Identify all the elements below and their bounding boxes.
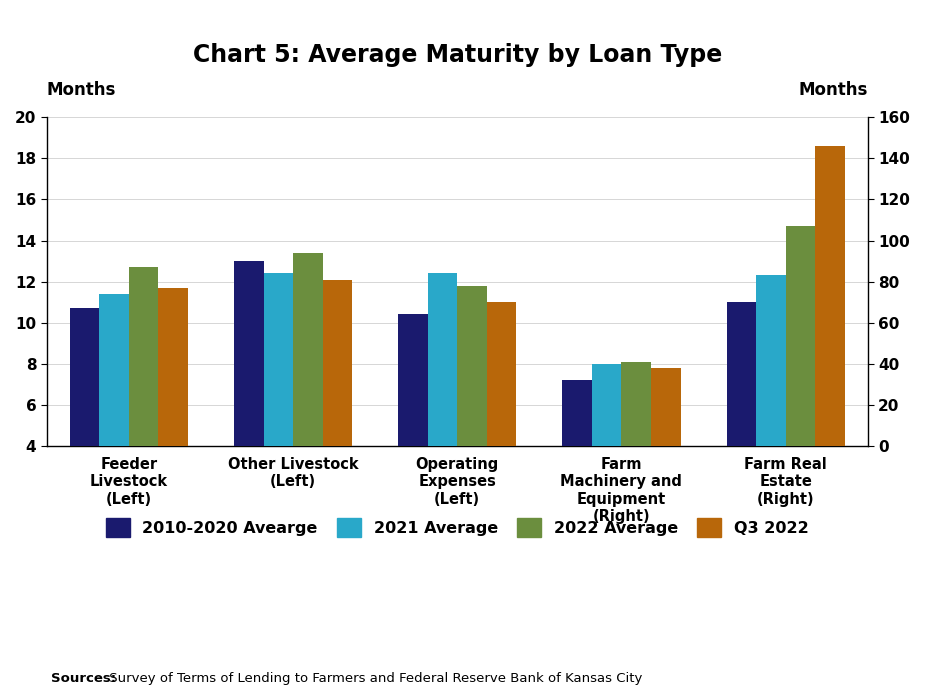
Bar (785, 226, 815, 528)
Bar (756, 275, 785, 528)
Bar (99, 294, 129, 528)
Bar (129, 267, 158, 528)
Text: Survey of Terms of Lending to Farmers and Federal Reserve Bank of Kansas City: Survey of Terms of Lending to Farmers an… (105, 672, 642, 685)
Bar (622, 362, 651, 528)
Bar (69, 308, 99, 528)
Legend: 2010-2020 Avearge, 2021 Average, 2022 Average, Q3 2022: 2010-2020 Avearge, 2021 Average, 2022 Av… (99, 512, 815, 543)
Bar (726, 302, 756, 528)
Bar (457, 286, 487, 528)
Bar (398, 315, 427, 528)
Bar (427, 273, 457, 528)
Text: Months: Months (798, 81, 868, 99)
Bar (562, 380, 592, 528)
Bar (592, 364, 622, 528)
Bar (264, 273, 293, 528)
Bar (651, 368, 681, 528)
Title: Chart 5: Average Maturity by Loan Type: Chart 5: Average Maturity by Loan Type (192, 43, 722, 67)
Bar (234, 261, 264, 528)
Text: Sources:: Sources: (51, 672, 116, 685)
Bar (323, 279, 352, 528)
Bar (815, 146, 845, 528)
Bar (158, 288, 188, 528)
Bar (293, 253, 323, 528)
Bar (487, 302, 516, 528)
Text: Months: Months (47, 81, 117, 99)
